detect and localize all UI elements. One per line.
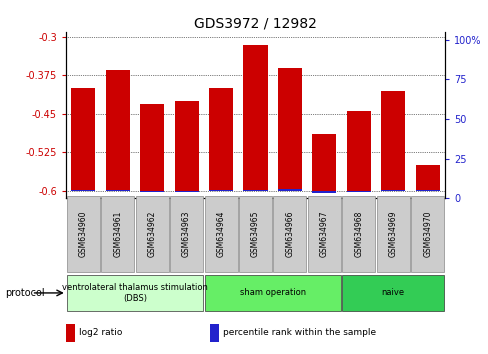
Text: naive: naive bbox=[381, 289, 404, 297]
Text: GSM634970: GSM634970 bbox=[423, 210, 431, 257]
Bar bbox=[174, 101, 198, 190]
FancyBboxPatch shape bbox=[342, 196, 375, 272]
FancyBboxPatch shape bbox=[66, 275, 203, 311]
Bar bbox=[243, 189, 267, 190]
Text: percentile rank within the sample: percentile rank within the sample bbox=[223, 328, 376, 337]
FancyBboxPatch shape bbox=[204, 275, 340, 311]
FancyBboxPatch shape bbox=[410, 196, 444, 272]
Text: GSM634966: GSM634966 bbox=[285, 210, 294, 257]
Text: GSM634962: GSM634962 bbox=[147, 210, 156, 257]
Bar bbox=[140, 190, 164, 192]
FancyBboxPatch shape bbox=[66, 196, 100, 272]
FancyBboxPatch shape bbox=[342, 275, 444, 311]
Text: GSM634963: GSM634963 bbox=[182, 210, 191, 257]
FancyBboxPatch shape bbox=[170, 196, 203, 272]
Bar bbox=[208, 189, 233, 190]
Title: GDS3972 / 12982: GDS3972 / 12982 bbox=[194, 17, 316, 31]
FancyBboxPatch shape bbox=[101, 196, 134, 272]
Text: GSM634969: GSM634969 bbox=[388, 210, 397, 257]
Bar bbox=[71, 189, 95, 190]
Text: GSM634964: GSM634964 bbox=[216, 210, 225, 257]
FancyBboxPatch shape bbox=[204, 196, 237, 272]
Bar bbox=[210, 324, 219, 342]
Bar bbox=[415, 165, 439, 190]
Bar bbox=[312, 190, 336, 194]
Bar bbox=[312, 134, 336, 190]
Text: log2 ratio: log2 ratio bbox=[79, 328, 122, 337]
FancyBboxPatch shape bbox=[273, 196, 306, 272]
FancyBboxPatch shape bbox=[376, 196, 409, 272]
Bar bbox=[208, 88, 233, 190]
Bar bbox=[66, 324, 75, 342]
Bar bbox=[105, 70, 129, 190]
Bar bbox=[381, 91, 405, 190]
Bar bbox=[346, 111, 370, 190]
FancyBboxPatch shape bbox=[239, 196, 271, 272]
Text: protocol: protocol bbox=[5, 288, 44, 298]
Text: GSM634960: GSM634960 bbox=[79, 210, 87, 257]
Text: GSM634965: GSM634965 bbox=[250, 210, 260, 257]
Text: GSM634961: GSM634961 bbox=[113, 210, 122, 257]
Text: sham operation: sham operation bbox=[239, 289, 305, 297]
Bar bbox=[277, 189, 302, 190]
Text: GSM634968: GSM634968 bbox=[354, 210, 363, 257]
Bar bbox=[71, 88, 95, 190]
FancyBboxPatch shape bbox=[135, 196, 168, 272]
Bar bbox=[277, 68, 302, 190]
Text: GSM634967: GSM634967 bbox=[319, 210, 328, 257]
Bar bbox=[243, 45, 267, 190]
FancyBboxPatch shape bbox=[307, 196, 340, 272]
Text: ventrolateral thalamus stimulation
(DBS): ventrolateral thalamus stimulation (DBS) bbox=[62, 283, 207, 303]
Bar bbox=[140, 103, 164, 190]
Bar bbox=[346, 190, 370, 192]
Bar bbox=[105, 189, 129, 190]
Bar bbox=[174, 190, 198, 192]
